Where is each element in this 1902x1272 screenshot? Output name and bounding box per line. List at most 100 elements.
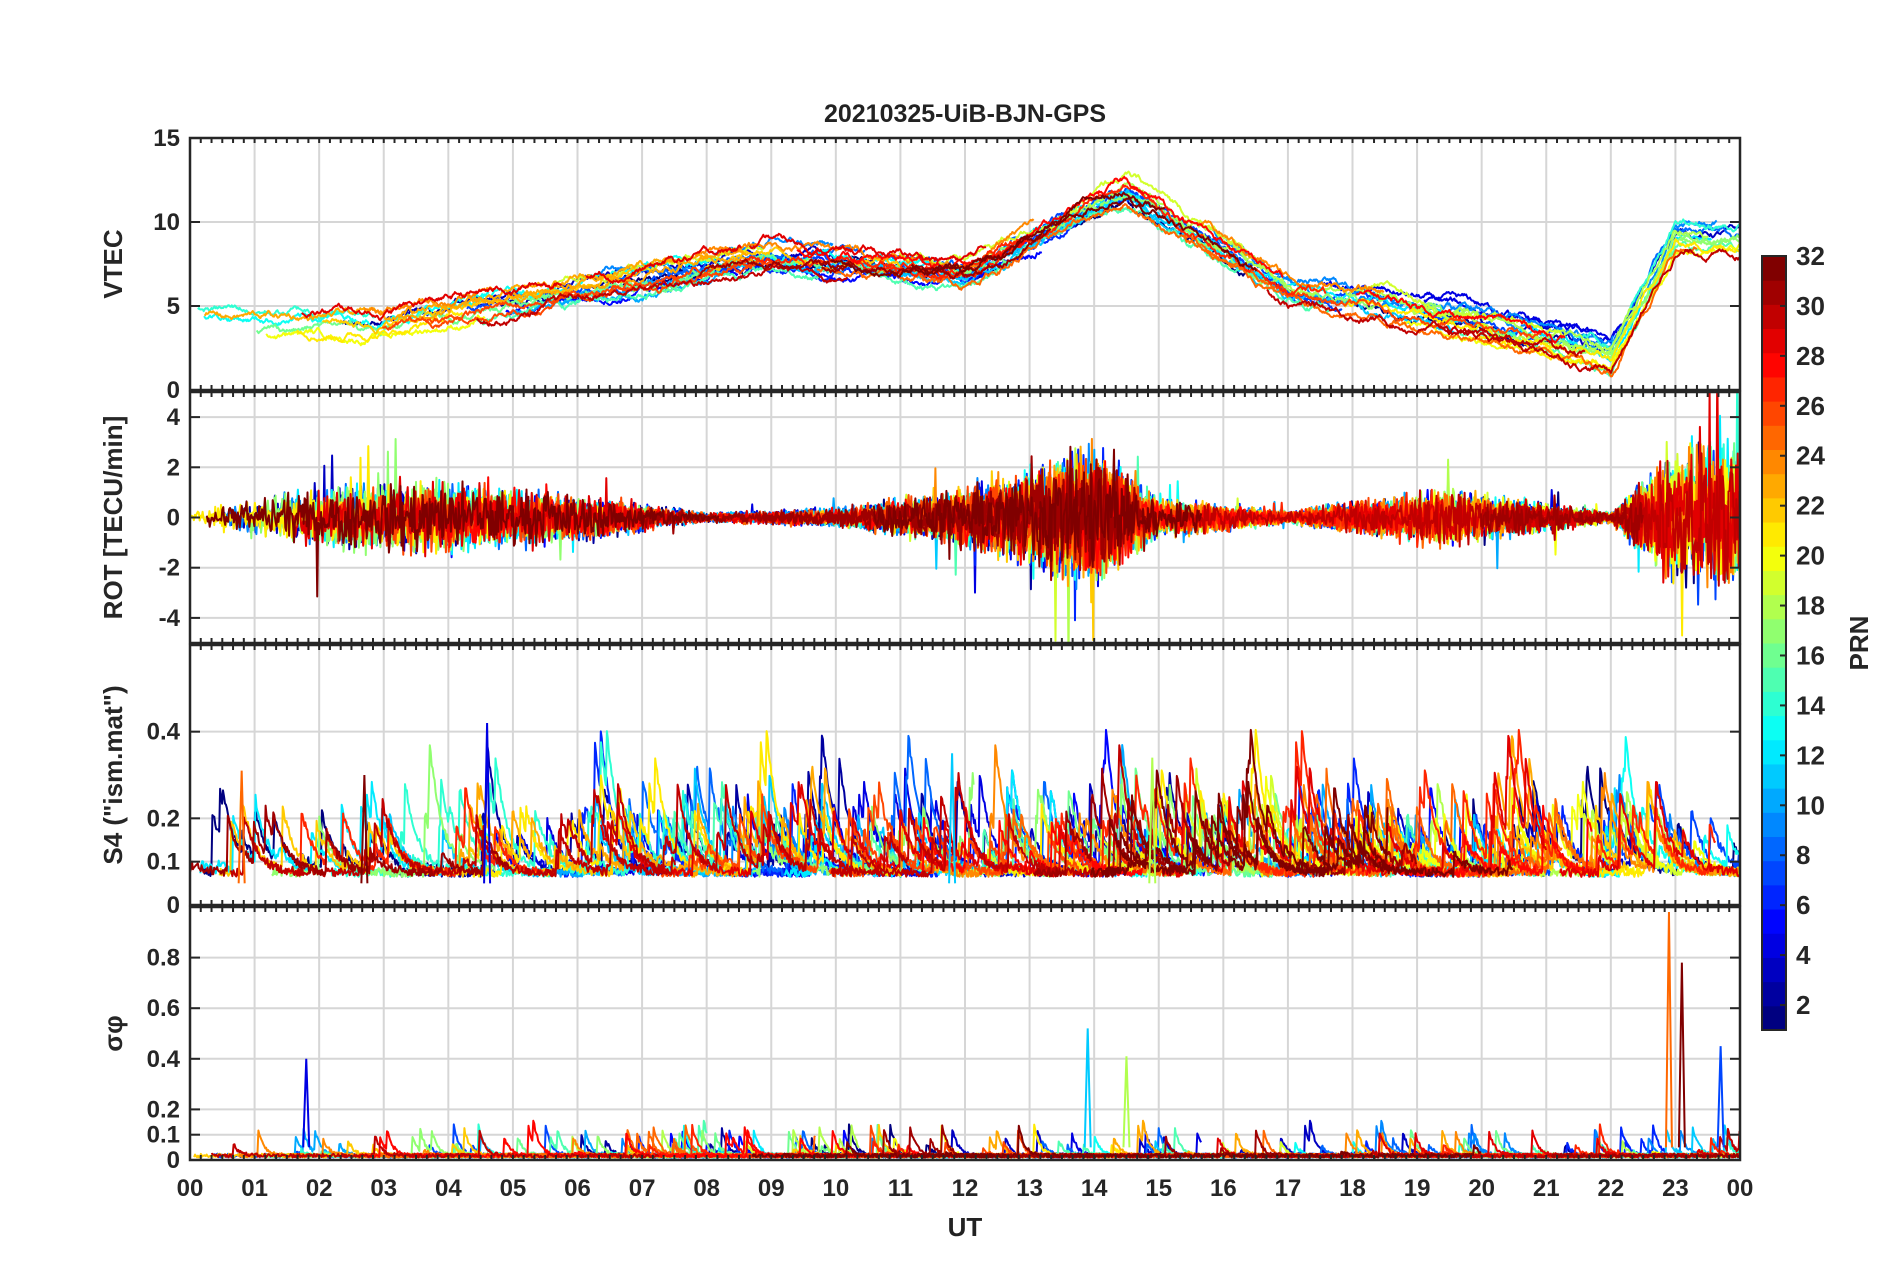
colorbar-swatch xyxy=(1762,618,1786,644)
prn-trace xyxy=(1479,494,1644,547)
colorbar-swatch xyxy=(1762,1005,1786,1031)
peak-spike xyxy=(1083,1028,1092,1148)
colorbar-tick-label: 12 xyxy=(1796,740,1825,770)
prn-trace xyxy=(600,781,1069,878)
y-tick-label: 4 xyxy=(167,404,181,431)
prn-trace xyxy=(830,744,1187,878)
colorbar-swatch xyxy=(1762,667,1786,692)
prn-trace xyxy=(456,782,759,878)
y-tick-label: 10 xyxy=(153,209,180,236)
colorbar-swatch xyxy=(1762,909,1786,934)
prn-trace xyxy=(1352,392,1740,575)
y-tick-label: 0 xyxy=(167,892,180,919)
prn-trace xyxy=(898,170,1248,266)
colorbar-swatch xyxy=(1762,933,1786,958)
x-tick-label: 11 xyxy=(888,1175,913,1202)
y-tick-label: -2 xyxy=(159,555,180,582)
colorbar-tick-label: 32 xyxy=(1796,241,1825,271)
y-tick-label: -4 xyxy=(159,605,181,632)
colorbar-swatch xyxy=(1762,788,1786,813)
colorbar-tick-label: 20 xyxy=(1796,541,1825,571)
x-tick-label: 21 xyxy=(1533,1175,1560,1202)
trace-group xyxy=(193,912,1740,1159)
prn-trace xyxy=(585,244,742,285)
prn-trace xyxy=(1423,295,1634,342)
x-tick-label: 12 xyxy=(952,1175,979,1202)
x-tick-label: 10 xyxy=(822,1175,849,1202)
colorbar-swatch xyxy=(1762,812,1786,837)
colorbar-swatch xyxy=(1762,594,1786,620)
figure-title: 20210325-UiB-BJN-GPS xyxy=(824,100,1106,128)
prn-trace xyxy=(301,282,563,322)
colorbar-swatch xyxy=(1762,425,1786,450)
prn-trace xyxy=(660,793,828,878)
prn-trace xyxy=(910,191,1258,275)
peak-spike xyxy=(302,1058,311,1148)
colorbar-swatch xyxy=(1762,739,1786,765)
colorbar-swatch xyxy=(1762,763,1786,789)
peak-spike xyxy=(483,722,492,884)
colorbar-swatch xyxy=(1762,715,1786,741)
panel-2: -4 -2 0 2 4 ROT [TECU/min] xyxy=(98,390,1742,645)
x-tick-label: 00 xyxy=(1727,1175,1754,1202)
colorbar-swatch xyxy=(1762,546,1786,571)
peak-spike xyxy=(1664,912,1673,1148)
y-tick-label: 0.2 xyxy=(147,805,180,832)
y-axis-label: ROT [TECU/min] xyxy=(98,416,128,620)
colorbar-swatch xyxy=(1762,836,1786,862)
y-tick-label: 15 xyxy=(153,125,180,152)
prn-trace xyxy=(472,730,903,878)
colorbar-tick-label: 16 xyxy=(1796,640,1825,670)
prn-trace xyxy=(205,480,720,598)
x-tick-label: 06 xyxy=(564,1175,591,1202)
x-tick-label: 17 xyxy=(1275,1175,1302,1202)
y-tick-label: 0.2 xyxy=(147,1096,180,1123)
colorbar-swatch xyxy=(1762,376,1786,402)
y-axis-label: σφ xyxy=(98,1015,128,1051)
prn-trace xyxy=(1197,219,1385,294)
colorbar-tick-label: 28 xyxy=(1796,341,1825,371)
prn-trace xyxy=(830,195,1165,278)
y-axis-label: S4 ("ism.mat") xyxy=(98,685,128,864)
y-tick-label: 0 xyxy=(167,377,180,404)
colorbar-tick-label: 18 xyxy=(1796,591,1825,621)
y-axis-label: VTEC xyxy=(98,229,128,299)
x-tick-label: 13 xyxy=(1016,1175,1043,1202)
colorbar-swatch xyxy=(1762,449,1786,475)
prn-trace xyxy=(1272,728,1717,878)
prn-trace xyxy=(1559,781,1740,878)
x-tick-label: 05 xyxy=(500,1175,527,1202)
colorbar-tick-label: 6 xyxy=(1796,890,1810,920)
x-axis-label: UT xyxy=(948,1212,983,1242)
colorbar-swatch xyxy=(1762,691,1786,717)
peak-spike xyxy=(1716,1046,1725,1148)
prn-trace xyxy=(1587,736,1740,878)
colorbar-swatch xyxy=(1762,957,1786,983)
colorbar-tick-label: 10 xyxy=(1796,790,1825,820)
colorbar-swatch xyxy=(1762,981,1786,1007)
colorbar-swatch xyxy=(1762,328,1786,354)
colorbar-swatch xyxy=(1762,570,1786,596)
y-tick-label: 0.8 xyxy=(147,945,180,972)
prn-trace xyxy=(1573,218,1740,351)
prn-trace xyxy=(474,265,820,326)
x-tick-label: 03 xyxy=(370,1175,397,1202)
prn-trace xyxy=(911,1124,1092,1159)
colorbar-swatch xyxy=(1762,522,1786,547)
prn-trace xyxy=(543,783,957,878)
colorbar-swatch xyxy=(1762,497,1786,523)
colorbar-swatch xyxy=(1762,304,1786,330)
prn-trace xyxy=(748,232,987,262)
panel-4: 00.10.2 0.4 0.6 0.8 σφ 00 01 02 03 04 05 06 07 08 09 10… xyxy=(98,905,1754,1202)
prn-trace xyxy=(828,813,1016,878)
colorbar-swatch xyxy=(1762,473,1786,499)
peak-spike xyxy=(1677,962,1686,1148)
peak-spike xyxy=(1122,1056,1131,1148)
colorbar-tick-label: 4 xyxy=(1796,940,1811,970)
y-tick-label: 5 xyxy=(167,293,180,320)
colorbar-swatch xyxy=(1762,860,1786,886)
prn-trace xyxy=(1076,1144,1482,1159)
colorbar-label: PRN xyxy=(1844,616,1874,671)
